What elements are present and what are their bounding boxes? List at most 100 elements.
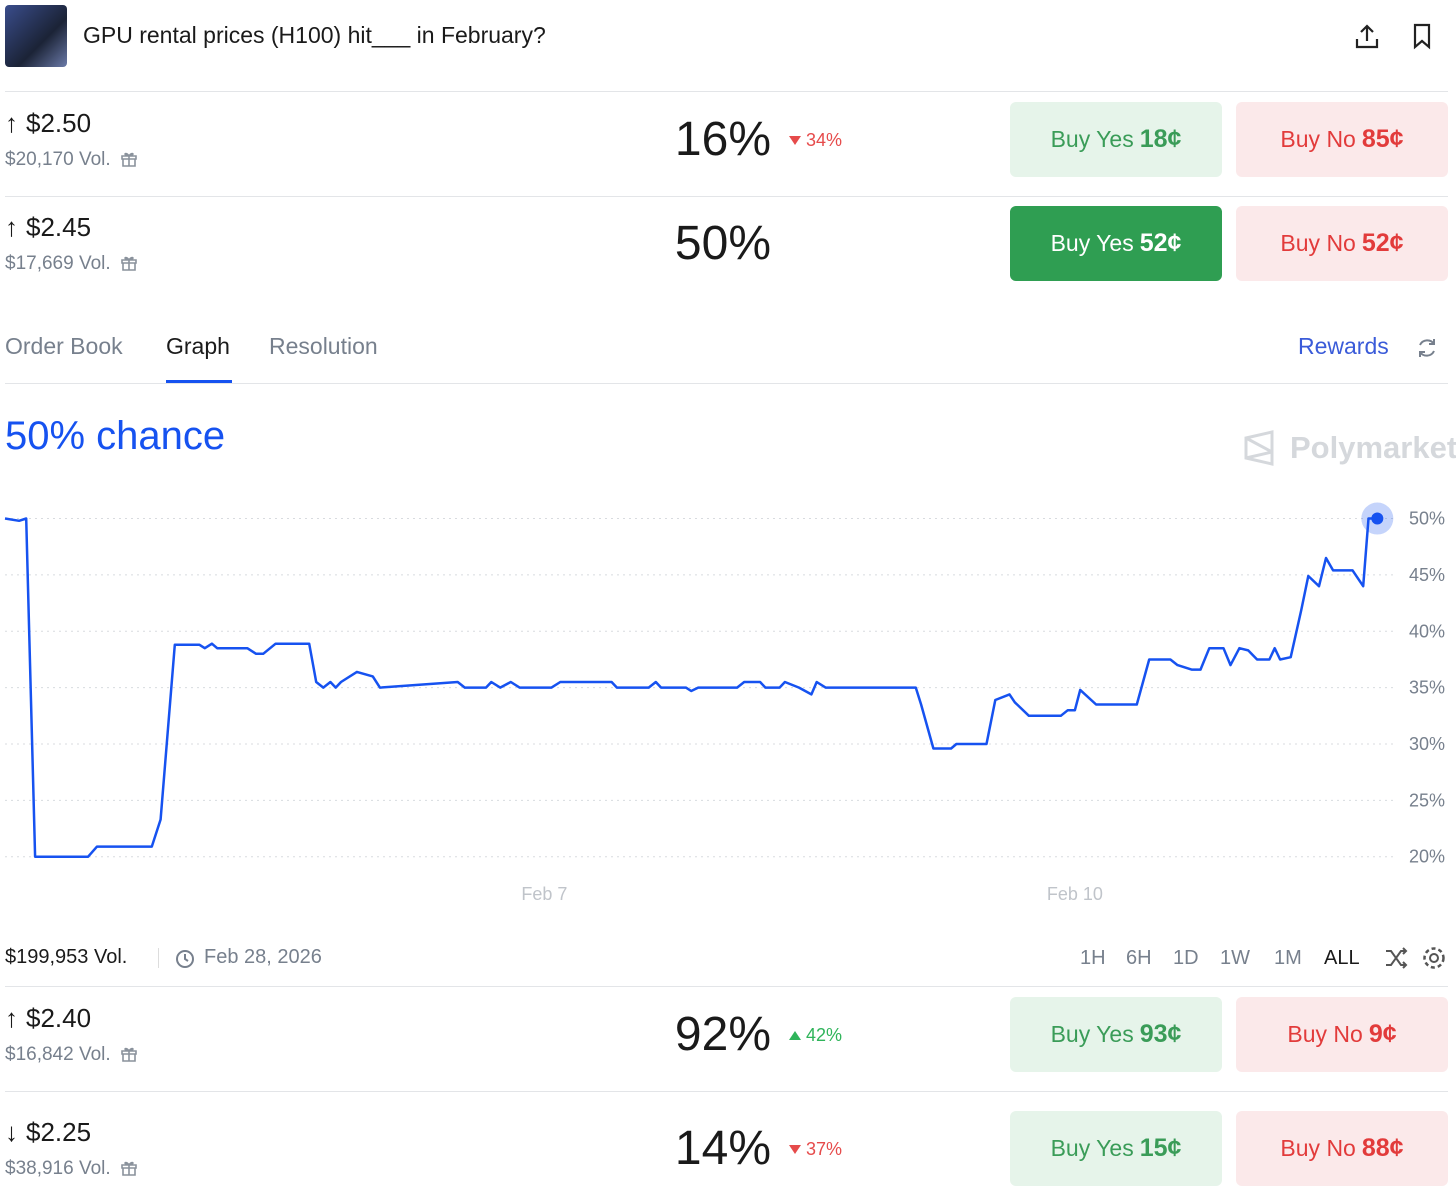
outcome-label: ↑ $2.40 — [5, 1003, 91, 1034]
range-button[interactable]: 1W — [1220, 947, 1250, 969]
chance: 92% — [674, 1008, 771, 1061]
change-text: 37% — [806, 1139, 843, 1159]
chance: 14% — [674, 1122, 771, 1175]
volume-text: $38,916 Vol. — [5, 1158, 111, 1179]
outcome-volume: $38,916 Vol. — [5, 1158, 139, 1180]
change-text: 42% — [806, 1025, 843, 1045]
buy-no-button[interactable]: Buy No 52¢ — [1236, 206, 1448, 281]
button-label: Buy No — [1287, 1021, 1363, 1047]
change-triangle — [789, 136, 801, 145]
outcome-price: $2.40 — [26, 1003, 92, 1033]
chance: 50% — [674, 217, 771, 270]
chance-headline: 50% chance — [5, 414, 226, 458]
share-icon[interactable] — [1353, 23, 1381, 51]
shuffle-icon[interactable] — [1384, 946, 1408, 970]
price: 85¢ — [1361, 125, 1404, 153]
separator — [5, 986, 1448, 987]
y-tick-label: 35% — [1409, 678, 1445, 698]
clock-icon — [176, 950, 194, 968]
buy-yes-button[interactable]: Buy Yes 18¢ — [1010, 102, 1222, 177]
watermark-logo — [1244, 430, 1274, 466]
rewards-link[interactable]: Rewards — [1298, 333, 1389, 359]
buy-yes-button[interactable]: Buy Yes 52¢ — [1010, 206, 1222, 281]
separator — [5, 383, 1448, 384]
range-button[interactable]: 1D — [1173, 947, 1199, 969]
volume-text: $20,170 Vol. — [5, 149, 111, 170]
change-triangle — [789, 1031, 801, 1040]
button-label: Buy Yes — [1050, 1021, 1134, 1047]
volume-text: $17,669 Vol. — [5, 253, 111, 274]
gift-icon — [120, 256, 137, 271]
button-label: Buy No — [1280, 1135, 1356, 1161]
outcome-price: $2.25 — [26, 1117, 92, 1147]
settings-icon[interactable] — [1421, 945, 1447, 971]
x-tick-label: Feb 7 — [521, 884, 567, 904]
buy-no-button[interactable]: Buy No 9¢ — [1236, 997, 1448, 1072]
range-button[interactable]: 6H — [1126, 947, 1152, 969]
outcome-volume: $20,170 Vol. — [5, 149, 139, 171]
chance-change: 42% — [788, 1025, 842, 1046]
outcome-label: ↓ $2.25 — [5, 1117, 91, 1148]
button-label: Buy Yes — [1050, 126, 1134, 152]
gift-icon — [120, 1047, 137, 1062]
outcome-volume: $17,669 Vol. — [5, 253, 139, 275]
gift-icon — [120, 152, 137, 167]
buy-yes-button[interactable]: Buy Yes 93¢ — [1010, 997, 1222, 1072]
change-text: 34% — [806, 130, 843, 150]
hover-point — [1371, 512, 1384, 525]
button-label: Buy No — [1280, 230, 1356, 256]
market-thumbnail — [5, 5, 67, 67]
y-tick-label: 50% — [1409, 509, 1445, 529]
price: 15¢ — [1139, 1134, 1182, 1162]
market-title: GPU rental prices (H100) hit___ in Febru… — [83, 22, 546, 48]
price: 93¢ — [1139, 1020, 1182, 1048]
x-tick-label: Feb 10 — [1047, 884, 1103, 904]
separator — [5, 1091, 1448, 1092]
direction-arrow: ↑ — [5, 1003, 18, 1033]
outcome-price: $2.45 — [26, 212, 92, 242]
price-line — [4, 517, 1378, 858]
buy-no-button[interactable]: Buy No 85¢ — [1236, 102, 1448, 177]
outcome-label: ↑ $2.45 — [5, 212, 91, 243]
tab[interactable]: Graph — [166, 333, 230, 359]
change-triangle — [789, 1145, 801, 1154]
y-tick-label: 25% — [1409, 790, 1445, 810]
direction-arrow: ↑ — [5, 212, 18, 242]
button-label: Buy No — [1280, 126, 1356, 152]
y-tick-label: 20% — [1409, 847, 1445, 867]
range-button[interactable]: 1M — [1274, 947, 1302, 969]
y-tick-label: 40% — [1409, 621, 1445, 641]
tab[interactable]: Resolution — [269, 333, 378, 359]
gift-icon — [120, 1161, 137, 1176]
tab[interactable]: Order Book — [5, 333, 123, 359]
divider — [158, 948, 159, 968]
outcome-volume: $16,842 Vol. — [5, 1044, 139, 1066]
separator — [5, 91, 1448, 92]
volume-text: $16,842 Vol. — [5, 1044, 111, 1065]
bookmark-icon[interactable] — [1410, 22, 1436, 50]
button-label: Buy Yes — [1050, 1135, 1134, 1161]
direction-arrow: ↑ — [5, 108, 18, 138]
total-volume: $199,953 Vol. — [5, 946, 128, 968]
price: 9¢ — [1368, 1020, 1397, 1048]
end-date: Feb 28, 2026 — [204, 946, 322, 968]
chance-change: 34% — [788, 130, 842, 151]
chance: 16% — [674, 113, 771, 166]
buy-yes-button[interactable]: Buy Yes 15¢ — [1010, 1111, 1222, 1186]
y-tick-label: 45% — [1409, 565, 1445, 585]
price: 18¢ — [1139, 125, 1182, 153]
refresh-icon[interactable] — [1415, 336, 1439, 360]
outcome-price: $2.50 — [26, 108, 92, 138]
buy-no-button[interactable]: Buy No 88¢ — [1236, 1111, 1448, 1186]
price: 88¢ — [1361, 1134, 1404, 1162]
range-button[interactable]: 1H — [1080, 947, 1106, 969]
direction-arrow: ↓ — [5, 1117, 18, 1147]
chance-change: 37% — [788, 1139, 842, 1160]
price: 52¢ — [1139, 229, 1182, 257]
separator — [5, 196, 1448, 197]
button-label: Buy Yes — [1050, 230, 1134, 256]
range-button[interactable]: ALL — [1324, 947, 1360, 969]
tab-underline — [166, 380, 232, 383]
outcome-label: ↑ $2.50 — [5, 108, 91, 139]
